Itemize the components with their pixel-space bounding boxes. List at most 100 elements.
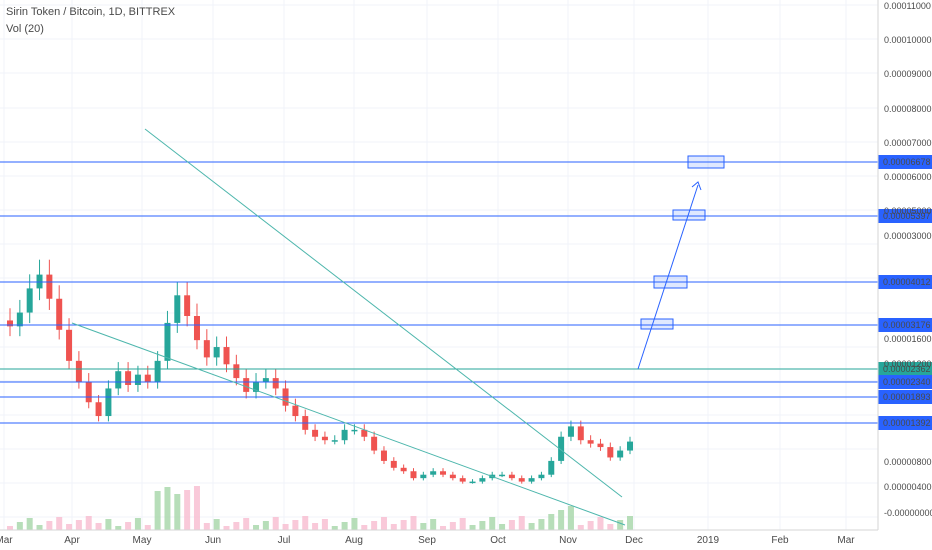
candle-body [321,436,328,441]
candle-body [459,478,466,482]
level-label: 0.00005397 [883,211,931,221]
candle-body [125,371,132,385]
candle-body [16,312,23,327]
wedge-upper-line [144,128,623,498]
volume-bar [144,525,151,530]
candle-body [361,429,368,437]
volume-bar [134,518,141,530]
candle-body [253,381,260,392]
volume-bar [479,521,486,530]
candle-body [164,322,171,361]
volume-bar [420,523,427,530]
candle-body [95,402,102,417]
volume-bar [430,519,437,530]
volume-bar [56,517,63,530]
projection-arrow [637,184,699,370]
candle-body [174,295,181,323]
time-tick-label: Jul [278,535,291,546]
volume-bar [26,518,33,530]
candle-body [46,274,53,299]
volume-bar [489,517,496,530]
volume-bar [125,522,132,530]
time-tick-label: Aug [345,535,363,546]
volume-bar [253,525,260,530]
volume-bar [321,519,328,530]
volume-bar [262,521,269,530]
volume-bar [312,523,319,530]
candle-body [597,443,604,448]
volume-bar [223,526,230,530]
candle-body [85,381,92,403]
candle-body [518,478,525,482]
volume-bar [390,524,397,530]
volume-bar [518,516,525,530]
candle-body [587,440,594,444]
candle-body [243,378,250,392]
candle-body [607,447,614,458]
volume-bar [282,524,289,530]
candle-body [75,360,82,382]
price-tick-label: 0.00011000 [884,1,931,11]
wedge-lower-line [71,322,626,526]
volume-bar [469,525,476,530]
volume-bar [449,522,456,530]
candle-body [577,426,584,441]
target-boxes [637,155,725,370]
volume-bar [567,506,574,530]
price-tick-label: 0.00010000 [884,35,932,45]
candle-body [233,364,240,379]
candle-body [390,460,397,468]
volume-bar [508,520,515,530]
price-tick-label: 0.00001200 [884,359,932,369]
price-tick-label: 0.00008000 [884,104,932,114]
volume-bar [193,486,200,530]
candle-body [499,474,506,477]
time-tick-label: Mar [0,535,13,546]
volume-bar [292,520,299,530]
candle-body [627,441,633,451]
candle-body [262,378,269,382]
volume-bar [95,523,102,530]
time-tick-label: Oct [490,535,506,546]
candlestick-series [7,259,633,484]
candle-body [223,347,230,365]
time-axis[interactable]: Mar Apr May Jun Jul Aug Sep Oct Nov Dec 2019 Feb Mar [0,529,878,546]
volume-bar [213,519,220,530]
candle-body [184,295,191,316]
volume-bar [361,525,368,530]
candle-body [7,320,13,327]
volume-bar [371,521,378,530]
volume-bars [7,486,633,530]
candle-body [115,371,122,389]
volume-bar [548,514,555,530]
level-tag [878,318,932,332]
volume-bar [16,522,23,530]
volume-bar [115,526,122,530]
volume-bar [410,516,417,530]
price-axis[interactable]: 0.00011000 0.00010000 0.00009000 0.00008000… [877,0,932,530]
price-tick-label: -0.00000000 [884,508,932,518]
candle-body [272,378,279,389]
level-label: 0.00001893 [883,392,931,402]
volume-bar [85,516,92,530]
volume-bar [184,490,191,530]
price-tick-label: 0.00006000 [884,172,932,182]
level-tag [878,375,932,389]
volume-bar [380,517,387,530]
volume-bar [499,524,506,530]
volume-bar [331,526,338,530]
volume-bar [174,494,181,530]
time-tick-label: Mar [837,535,855,546]
price-tick-label: 0.00007000 [884,138,932,148]
target-box [672,209,706,221]
candle-body [154,360,161,382]
level-label: 0.00004012 [883,277,931,287]
candle-body [380,450,387,461]
volume-indicator-label: Vol (20) [6,23,44,35]
time-tick-label: Apr [64,535,80,546]
price-tick-label: 0.00001600 [884,334,932,344]
level-tag [878,275,932,289]
candle-body [105,388,112,417]
candle-body [410,471,417,479]
